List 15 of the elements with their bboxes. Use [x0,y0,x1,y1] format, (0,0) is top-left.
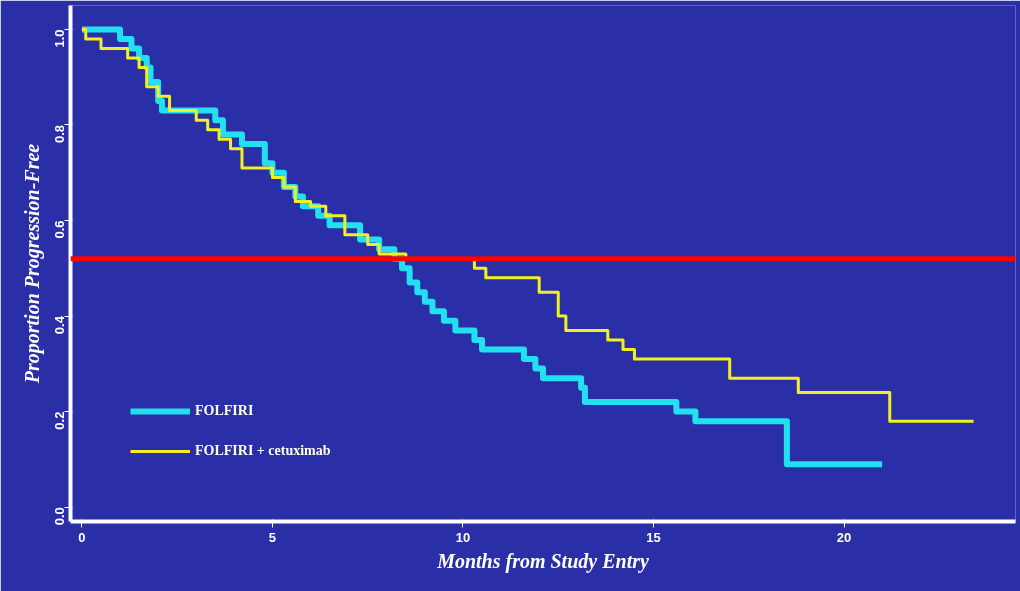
y-tick-label: 0.8 [52,124,67,144]
y-tick-label: 0.2 [52,411,67,430]
x-tick-label: 15 [646,529,661,545]
x-tick-label: 0 [78,529,86,545]
y-tick-label: 0.6 [52,220,67,239]
x-tick-label: 20 [836,529,852,545]
y-tick-label: 0.0 [52,507,67,526]
legend-label: FOLFIRI + cetuximab [195,443,331,459]
y-tick-label: 0.4 [52,315,67,335]
x-tick-label: 10 [455,529,471,545]
x-axis-title: Months from Study Entry [436,549,649,573]
y-tick-label: 1.0 [52,29,67,48]
x-tick-label: 5 [268,529,277,545]
legend-label: FOLFIRI [195,403,254,419]
y-axis-title: Proportion Progression-Free [20,143,44,385]
